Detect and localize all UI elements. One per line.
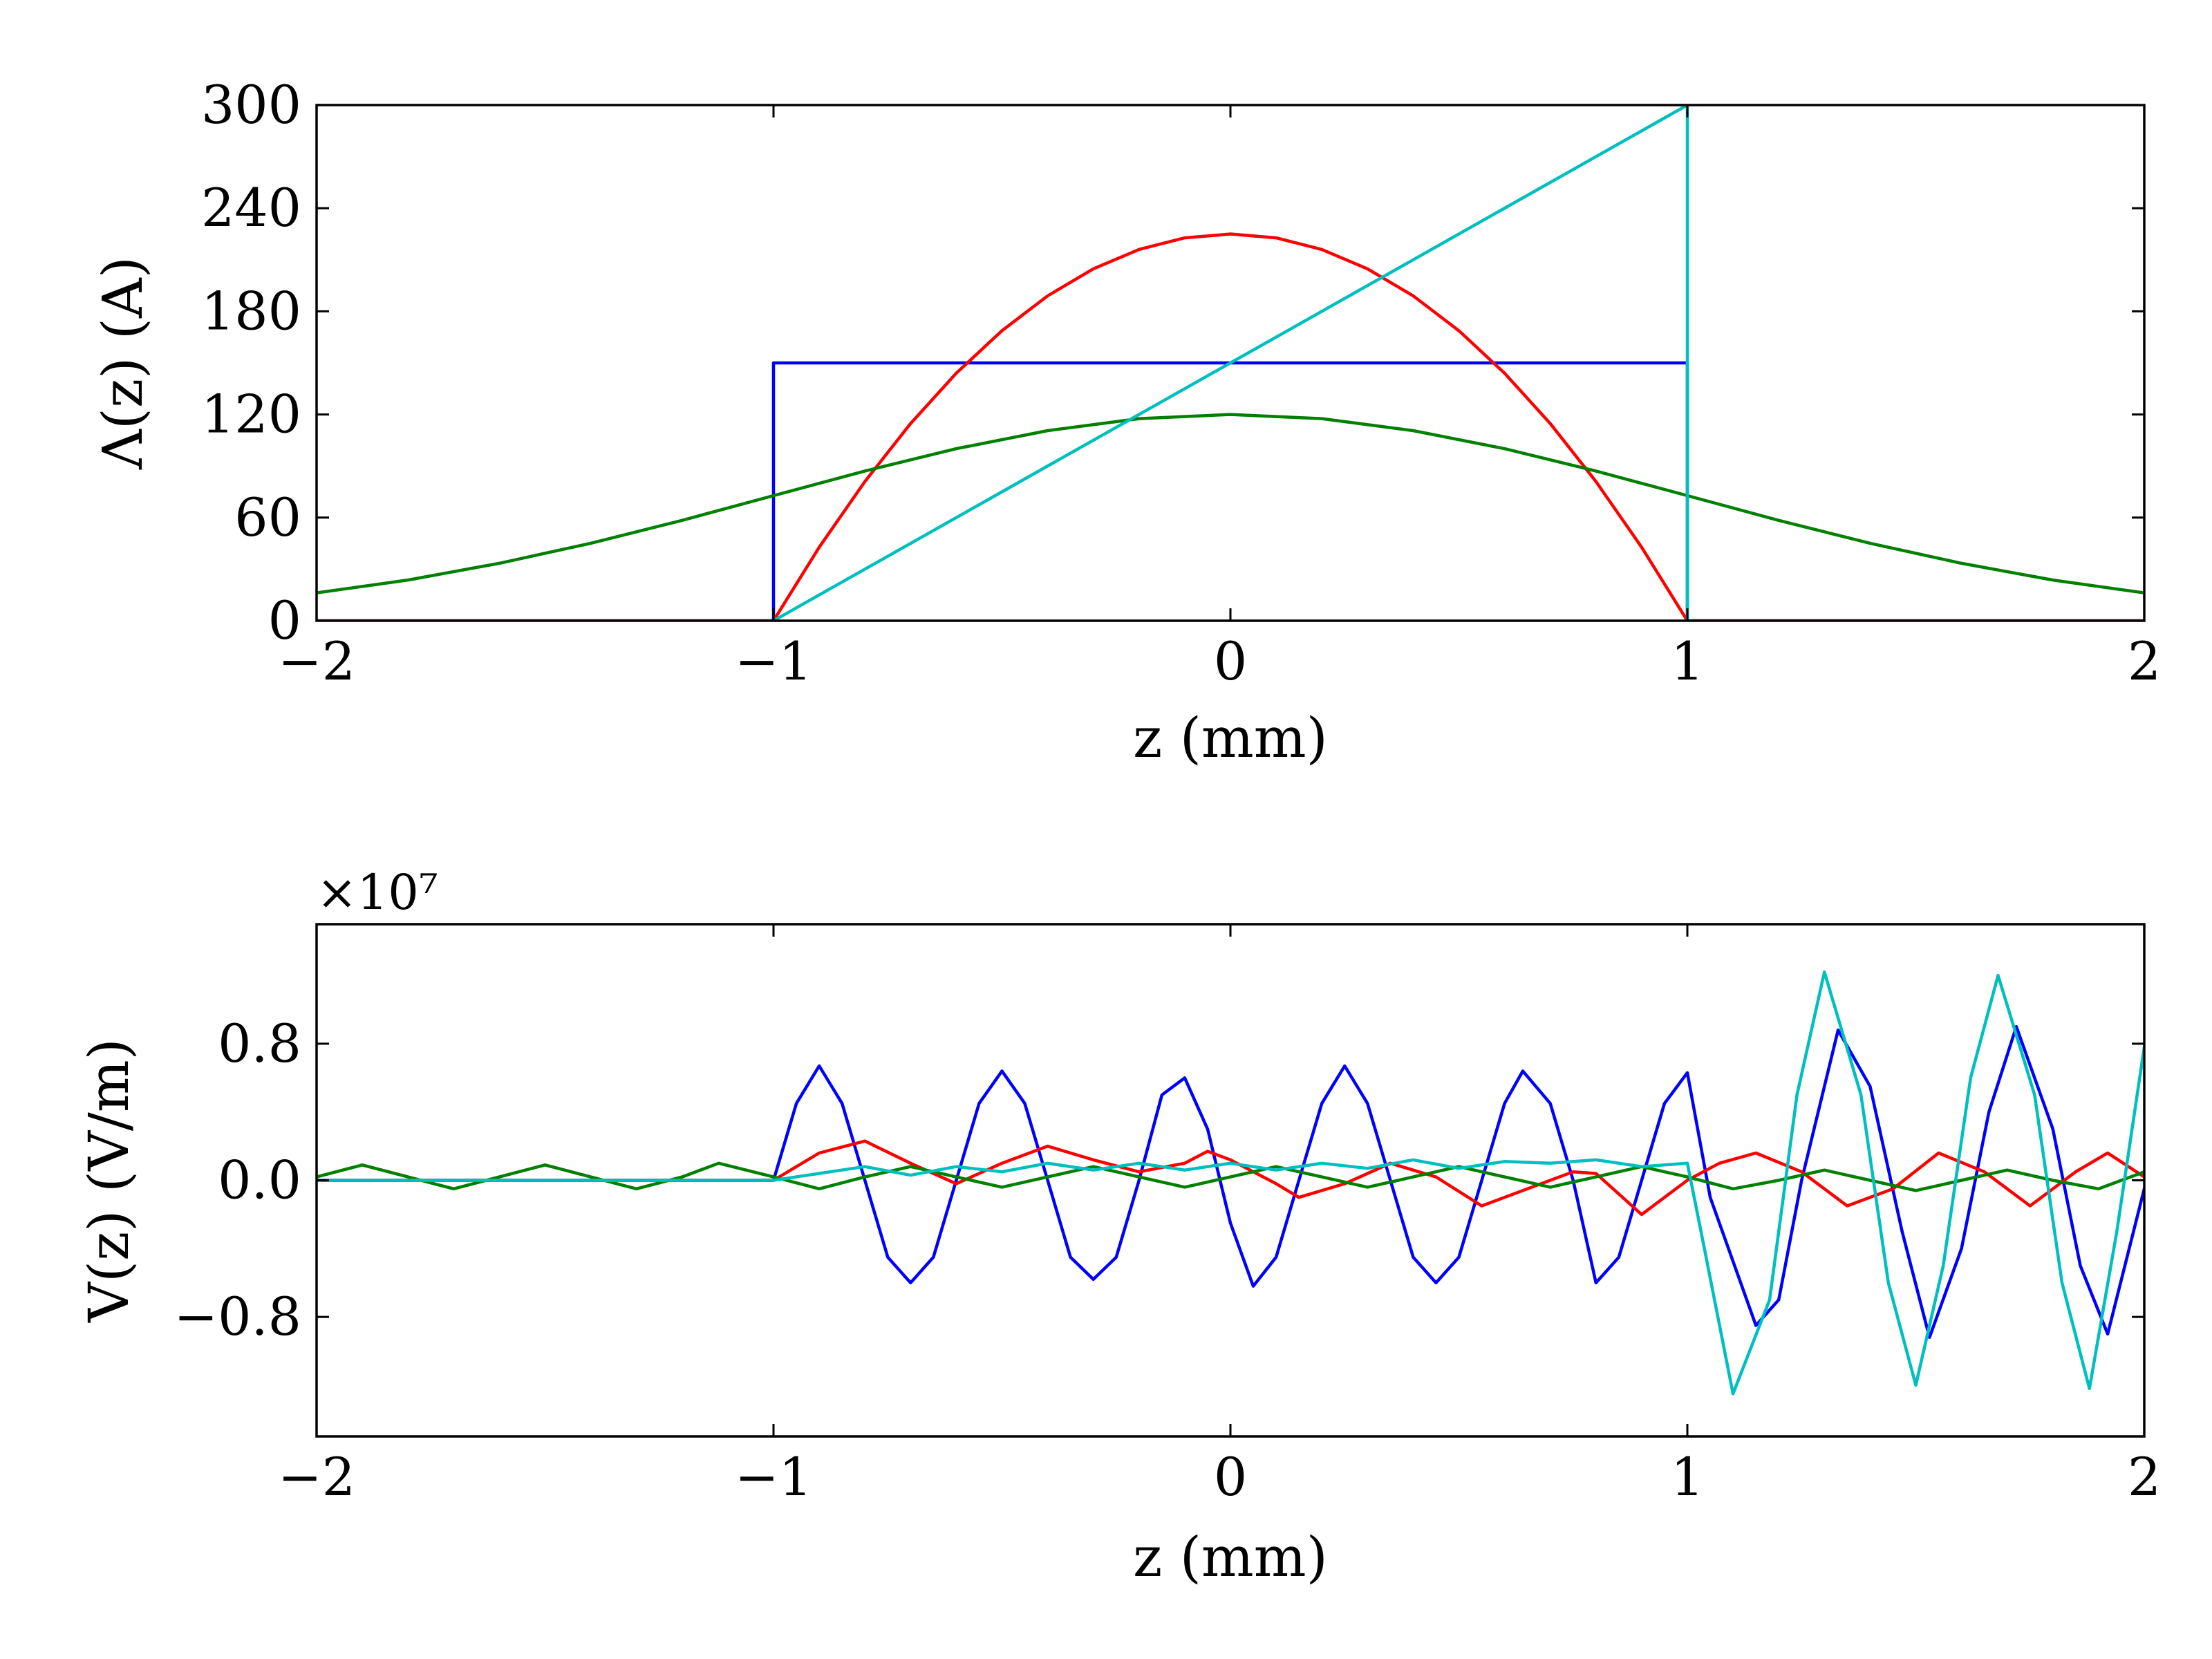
x-tick-label: −2 (278, 630, 355, 692)
y-axis-label: Λ(z) (A) (91, 256, 155, 470)
y-tick-label: 60 (234, 487, 301, 548)
y-tick-label: 180 (201, 280, 301, 341)
x-tick-label: 1 (1671, 1446, 1704, 1508)
x-axis-label: z (mm) (1133, 706, 1328, 770)
y-axis-label: V(z) (V/m) (77, 1038, 141, 1323)
y-tick-label: 0.8 (218, 1013, 301, 1074)
x-axis-label: z (mm) (1133, 1525, 1328, 1589)
y-tick-label: 300 (201, 74, 301, 135)
x-tick-label: 0 (1214, 630, 1247, 692)
x-tick-label: −1 (735, 630, 812, 692)
series-line-3 (317, 1161, 2144, 1192)
series-line-1 (317, 1024, 2144, 1339)
x-tick-label: 1 (1671, 630, 1704, 692)
y-tick-label: 0 (268, 590, 301, 651)
plot-area (317, 970, 2144, 1396)
x-tick-label: 0 (1214, 1446, 1247, 1508)
y-tick-label: 240 (201, 177, 301, 238)
plot-area (317, 105, 2144, 621)
series-line-4 (317, 970, 2144, 1396)
x-tick-label: 2 (2128, 1446, 2161, 1508)
series-line-1 (317, 361, 2144, 621)
series-line-2 (317, 232, 2144, 621)
x-tick-label: −2 (278, 1446, 355, 1508)
bottom-chart-panel: −2 −1 0 1 2 −0.8 0.0 0.8 z (mm) V(z) (V/m) ×10⁷ (77, 864, 2161, 1589)
x-tick-label: 2 (2128, 630, 2161, 692)
x-tick-label: −1 (735, 1446, 812, 1508)
y-tick-label: −0.8 (174, 1286, 301, 1347)
y-tick-label: 120 (201, 384, 301, 445)
series-line-3 (317, 413, 2144, 594)
y-offset-label: ×10⁷ (317, 864, 438, 921)
y-tick-label: 0.0 (218, 1150, 301, 1211)
